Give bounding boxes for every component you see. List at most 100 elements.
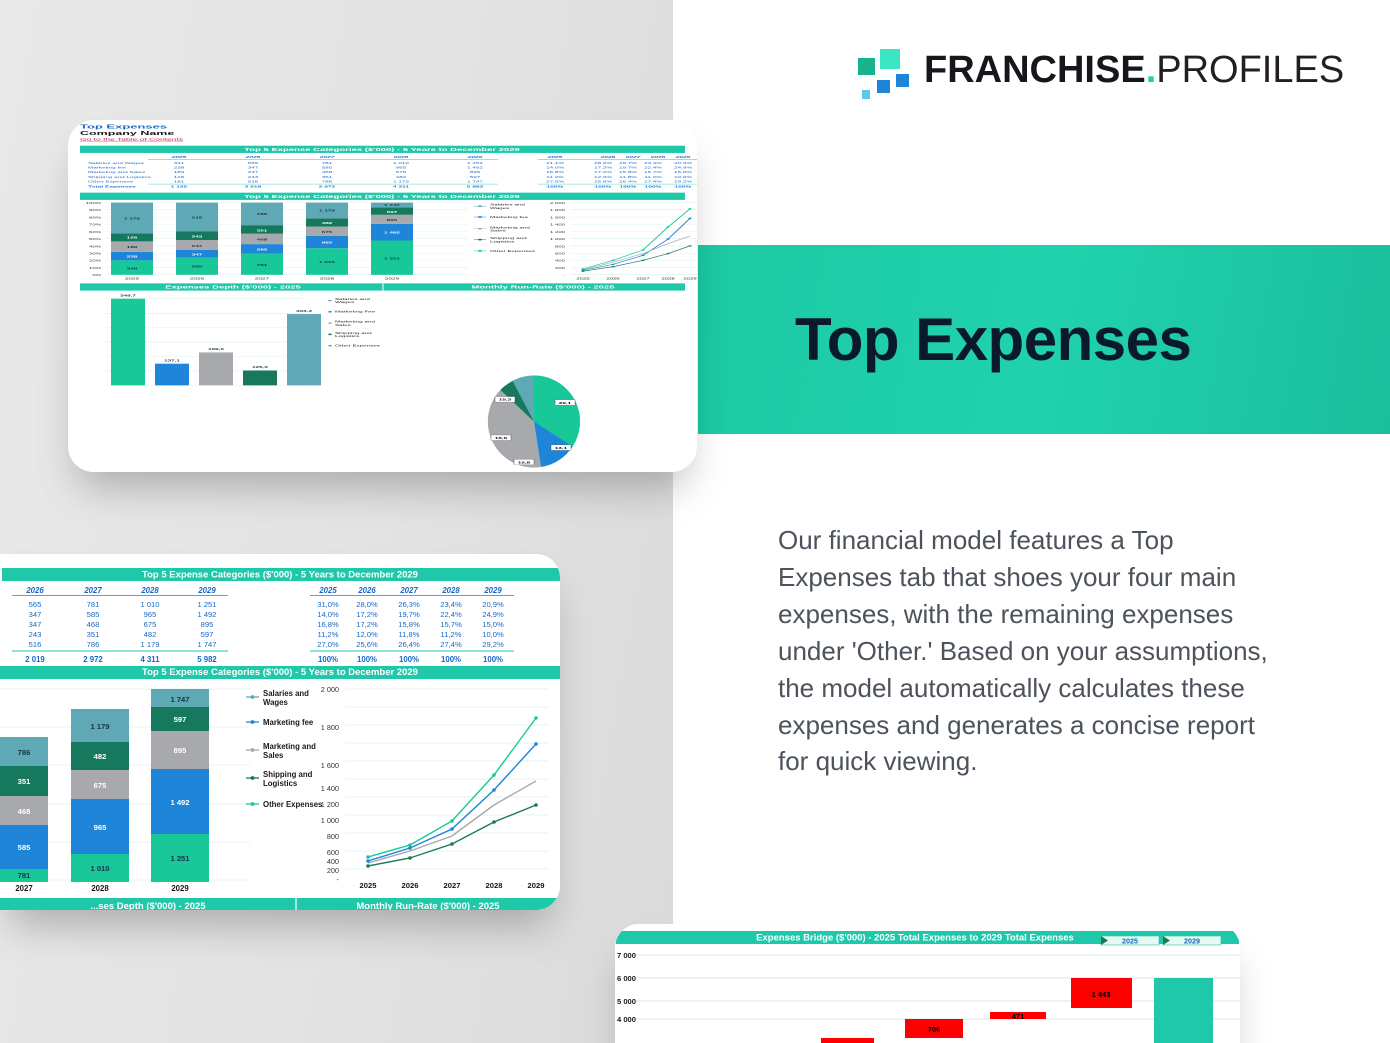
svg-text:895: 895 bbox=[174, 746, 187, 755]
svg-text:2029: 2029 bbox=[466, 156, 482, 159]
svg-text:1 179: 1 179 bbox=[140, 640, 159, 649]
svg-text:26.4%: 26.4% bbox=[619, 180, 638, 183]
svg-text:15.7%: 15.7% bbox=[644, 171, 663, 174]
svg-text:786: 786 bbox=[257, 212, 268, 215]
svg-text:19.7%: 19.7% bbox=[619, 166, 638, 169]
svg-text:Company Name: Company Name bbox=[80, 130, 175, 136]
svg-text:12,0%: 12,0% bbox=[356, 630, 378, 639]
svg-text:1 443: 1 443 bbox=[1092, 990, 1111, 999]
svg-text:30%: 30% bbox=[89, 252, 101, 255]
svg-text:2028: 2028 bbox=[91, 884, 109, 893]
svg-text:347: 347 bbox=[29, 610, 42, 619]
svg-text:351: 351 bbox=[257, 229, 268, 232]
svg-text:26,4%: 26,4% bbox=[398, 640, 420, 649]
svg-text:13,1: 13,1 bbox=[555, 447, 568, 450]
svg-text:2027: 2027 bbox=[83, 586, 102, 595]
svg-text:17,2%: 17,2% bbox=[356, 620, 378, 629]
svg-text:29.2%: 29.2% bbox=[674, 180, 693, 183]
svg-text:137,1: 137,1 bbox=[164, 359, 180, 362]
svg-text:482: 482 bbox=[322, 221, 333, 224]
svg-text:Sales: Sales bbox=[263, 751, 284, 760]
svg-text:1 747: 1 747 bbox=[467, 180, 483, 183]
svg-text:100%: 100% bbox=[441, 655, 461, 664]
svg-text:Expenses Bridge ($'000) - 2025: Expenses Bridge ($'000) - 2025 Total Exp… bbox=[756, 933, 1074, 944]
svg-text:2028: 2028 bbox=[392, 156, 408, 159]
svg-text:126,0: 126,0 bbox=[252, 366, 268, 369]
svg-text:781: 781 bbox=[322, 162, 333, 165]
svg-text:965: 965 bbox=[144, 610, 157, 619]
svg-text:90%: 90% bbox=[89, 209, 101, 212]
svg-text:2026: 2026 bbox=[244, 156, 260, 159]
svg-text:786: 786 bbox=[322, 180, 333, 183]
svg-text:1 747: 1 747 bbox=[384, 204, 400, 207]
svg-text:400: 400 bbox=[327, 857, 339, 866]
svg-text:2 019: 2 019 bbox=[25, 655, 45, 664]
svg-text:1 492: 1 492 bbox=[384, 231, 400, 234]
svg-text:349,7: 349,7 bbox=[120, 294, 136, 297]
svg-text:15.0%: 15.0% bbox=[674, 171, 693, 174]
svg-text:351: 351 bbox=[18, 777, 31, 786]
svg-text:565: 565 bbox=[192, 265, 203, 268]
svg-text:2029: 2029 bbox=[683, 277, 697, 280]
svg-text:1 800: 1 800 bbox=[550, 209, 566, 212]
svg-text:1 251: 1 251 bbox=[197, 600, 216, 609]
svg-text:2 000: 2 000 bbox=[550, 202, 566, 205]
svg-text:2028: 2028 bbox=[320, 277, 335, 280]
svg-text:2025: 2025 bbox=[318, 586, 337, 595]
svg-text:200: 200 bbox=[327, 866, 339, 875]
svg-text:1 251: 1 251 bbox=[384, 257, 400, 260]
svg-text:1 492: 1 492 bbox=[170, 798, 189, 807]
svg-text:25,6%: 25,6% bbox=[356, 640, 378, 649]
svg-text:347: 347 bbox=[192, 253, 203, 256]
svg-text:2 019: 2 019 bbox=[245, 185, 262, 188]
svg-text:100%: 100% bbox=[645, 185, 662, 188]
svg-text:1 251: 1 251 bbox=[467, 162, 483, 165]
svg-text:2028: 2028 bbox=[661, 277, 675, 280]
svg-text:15,8: 15,8 bbox=[518, 461, 531, 464]
svg-text:781: 781 bbox=[87, 600, 100, 609]
svg-text:247: 247 bbox=[248, 171, 259, 174]
svg-text:40%: 40% bbox=[89, 245, 101, 248]
svg-text:468: 468 bbox=[18, 807, 31, 816]
svg-text:100%: 100% bbox=[399, 655, 419, 664]
svg-text:Monthly Run-Rate ($'000) - 202: Monthly Run-Rate ($'000) - 2025 bbox=[356, 901, 500, 910]
svg-text:1 010: 1 010 bbox=[393, 162, 409, 165]
svg-text:Sales: Sales bbox=[335, 323, 351, 326]
svg-text:2 972: 2 972 bbox=[83, 655, 103, 664]
svg-text:29,2%: 29,2% bbox=[482, 640, 504, 649]
svg-text:4 311: 4 311 bbox=[140, 655, 160, 664]
svg-text:2027: 2027 bbox=[399, 586, 418, 595]
svg-text:15.8%: 15.8% bbox=[619, 171, 638, 174]
svg-text:2026: 2026 bbox=[190, 277, 205, 280]
svg-text:585: 585 bbox=[18, 843, 31, 852]
svg-text:1 179: 1 179 bbox=[319, 209, 335, 212]
svg-text:597: 597 bbox=[174, 715, 187, 724]
svg-text:100%: 100% bbox=[483, 655, 503, 664]
svg-text:895: 895 bbox=[387, 219, 398, 222]
svg-text:781: 781 bbox=[257, 263, 268, 266]
svg-text:126: 126 bbox=[174, 175, 185, 178]
svg-text:11,2%: 11,2% bbox=[318, 630, 339, 639]
svg-text:11,2%: 11,2% bbox=[441, 630, 462, 639]
svg-text:Other Expenses: Other Expenses bbox=[263, 800, 323, 809]
svg-text:Marketing fee: Marketing fee bbox=[263, 718, 314, 727]
svg-text:2026: 2026 bbox=[25, 586, 44, 595]
svg-text:895: 895 bbox=[470, 171, 481, 174]
svg-text:20,9%: 20,9% bbox=[482, 600, 504, 609]
svg-text:2029: 2029 bbox=[483, 586, 502, 595]
svg-text:597: 597 bbox=[387, 211, 398, 214]
svg-text:15,3: 15,3 bbox=[499, 398, 512, 401]
svg-text:26,3%: 26,3% bbox=[398, 600, 420, 609]
svg-text:585: 585 bbox=[322, 166, 333, 169]
svg-text:781: 781 bbox=[18, 871, 31, 880]
svg-text:482: 482 bbox=[94, 752, 107, 761]
svg-text:471: 471 bbox=[1012, 1012, 1025, 1021]
svg-text:585: 585 bbox=[87, 610, 100, 619]
svg-text:2 972: 2 972 bbox=[319, 185, 336, 188]
svg-text:2029: 2029 bbox=[1184, 937, 1200, 946]
svg-text:2028: 2028 bbox=[649, 156, 665, 159]
svg-text:786: 786 bbox=[18, 748, 31, 757]
svg-text:800: 800 bbox=[555, 245, 566, 248]
svg-text:100%: 100% bbox=[547, 185, 564, 188]
svg-text:7 000: 7 000 bbox=[617, 951, 636, 960]
